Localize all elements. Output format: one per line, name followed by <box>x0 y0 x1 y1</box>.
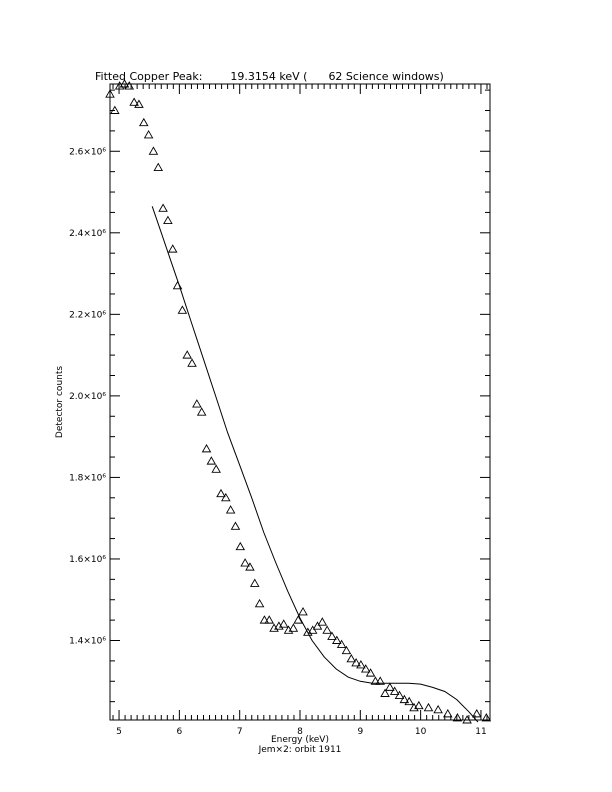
data-point-triangle <box>221 492 231 502</box>
plot-frame <box>109 83 491 721</box>
x-tick-label: 6 <box>176 727 182 737</box>
data-point-triangle <box>336 639 347 649</box>
data-point-triangle <box>360 664 371 673</box>
y-tick-labels: 1.4×10⁶ 1.6×10⁶ 1.8×10⁶ 2.0×10⁶ 2.2×10⁶ 2.4×1… <box>69 147 106 646</box>
data-point-triangle <box>264 615 275 624</box>
data-point-triangle <box>254 598 265 608</box>
data-point-triangle <box>322 625 332 634</box>
data-point-triangle <box>245 562 255 571</box>
data-point-triangle <box>134 99 144 108</box>
data-point-triangle <box>327 631 337 640</box>
data-point-triangle <box>471 708 482 718</box>
data-point-triangle <box>385 682 395 691</box>
y-tick-label: 2.6×10⁶ <box>69 147 106 157</box>
fitted-curve <box>151 206 479 723</box>
data-point-triangle <box>433 704 443 714</box>
x-tick-label: 5 <box>116 727 122 737</box>
data-point-triangle <box>414 700 424 710</box>
data-point-triangle <box>307 625 318 634</box>
data-point-triangle <box>129 97 139 106</box>
data-point-triangle <box>216 488 226 498</box>
data-point-triangle <box>351 658 361 667</box>
data-point-triangle <box>317 617 328 626</box>
footnote: Jem×2: orbit 1911 <box>258 745 342 755</box>
data-point-triangle <box>211 464 221 473</box>
data-point-triangle <box>288 623 299 632</box>
data-point-triangle <box>423 702 434 712</box>
data-point-triangle <box>341 645 352 655</box>
data-point-triangle <box>187 358 197 367</box>
data-point-triangle <box>404 696 414 706</box>
data-point-triangle <box>201 443 212 453</box>
data-point-triangle <box>452 713 463 722</box>
data-point-triangle <box>389 686 400 695</box>
data-point-triangle <box>158 203 168 212</box>
y-tick-label: 2.4×10⁶ <box>69 229 106 239</box>
data-point-triangle <box>105 89 115 98</box>
y-tick-label: 1.4×10⁶ <box>69 637 106 647</box>
data-point-triangle <box>399 694 410 704</box>
data-point-triangle <box>225 505 236 514</box>
data-point-triangle <box>153 162 164 172</box>
data-point-triangle <box>365 668 376 677</box>
data-point-triangle <box>375 676 385 685</box>
data-point-triangle <box>462 715 472 724</box>
data-point-triangle <box>278 619 289 628</box>
data-point-triangle <box>206 456 217 465</box>
data-point-triangle <box>143 130 154 139</box>
data-point-triangle <box>370 676 381 685</box>
data-point-triangle <box>177 305 188 314</box>
x-tick-label: 7 <box>237 727 243 737</box>
data-point-triangle <box>312 621 323 630</box>
data-point-triangle <box>259 615 270 624</box>
data-point-triangle <box>481 713 492 722</box>
data-point-triangle <box>148 146 159 155</box>
x-tick-label: 11 <box>475 727 486 737</box>
y-axis-label: Detector counts <box>55 366 65 438</box>
data-point-triangle <box>394 690 405 699</box>
data-point-triangle <box>346 653 357 663</box>
x-axis-label: Energy (keV) <box>271 735 329 745</box>
chart-title: Fitted Copper Peak: 19.3154 keV ( 62 Sci… <box>95 70 444 83</box>
x-tick-label: 10 <box>415 727 427 737</box>
data-point-triangle <box>298 607 308 616</box>
data-point-triangle <box>293 615 303 624</box>
data-point-triangle <box>230 521 241 530</box>
data-point-triangle <box>249 578 260 587</box>
data-point-triangle <box>240 558 250 567</box>
data-point-triangle <box>110 105 120 114</box>
data-point-triangle <box>124 81 135 90</box>
y-tick-label: 2.0×10⁶ <box>69 392 106 402</box>
y-tick-label: 2.2×10⁶ <box>69 310 106 320</box>
data-points <box>105 79 492 724</box>
data-point-triangle <box>235 541 246 551</box>
data-point-triangle <box>192 399 202 408</box>
y-tick-label: 1.6×10⁶ <box>69 555 106 565</box>
data-point-triangle <box>380 688 390 697</box>
data-point-triangle <box>163 215 173 225</box>
data-point-triangle <box>443 708 453 718</box>
data-point-triangle <box>196 407 207 416</box>
x-tick-label: 9 <box>357 727 363 737</box>
data-point-triangle <box>332 635 342 644</box>
data-point-triangle <box>167 244 178 253</box>
data-point-triangle <box>119 79 130 88</box>
y-tick-label: 1.8×10⁶ <box>69 473 106 483</box>
axis-ticks <box>110 84 490 720</box>
data-point-triangle <box>356 660 366 669</box>
x-tick-labels: 5 6 7 8 9 10 11 <box>116 727 486 737</box>
x-tick-label: 8 <box>297 727 303 737</box>
data-point-triangle <box>172 280 183 290</box>
data-point-triangle <box>182 350 192 359</box>
data-point-triangle <box>139 117 149 127</box>
